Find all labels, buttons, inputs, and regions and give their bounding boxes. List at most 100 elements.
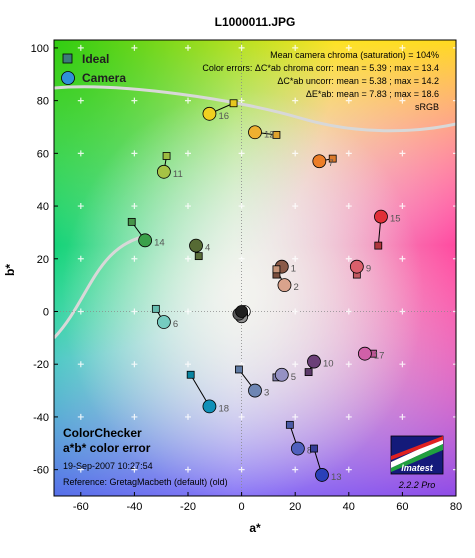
gamut-boundary-bottom [54, 233, 151, 340]
grid-cross-mark [292, 413, 299, 420]
grid-cross-mark [185, 44, 191, 51]
y-tick-label: -60 [33, 465, 49, 477]
stats-colorspace: sRGB [415, 102, 439, 112]
chart-caption: ColorChecker a*b* color error 19-Sep-200… [63, 426, 228, 487]
grid-cross-mark [77, 255, 84, 262]
patch-label-10: 10 [323, 359, 334, 370]
grid-cross-mark [131, 466, 138, 473]
y-tick-label: 80 [37, 96, 49, 108]
camera-point-14 [138, 233, 153, 248]
patch-label-3: 3 [264, 388, 269, 399]
legend-ideal-square-icon [62, 53, 73, 64]
caption-reference: Reference: GretagMacbeth (default) (old) [63, 477, 228, 487]
ideal-point-12 [272, 130, 281, 139]
grid-cross-mark [453, 44, 456, 51]
gamut-boundary-top [54, 85, 456, 133]
x-tick-label: -60 [73, 501, 89, 513]
grid-cross-mark [399, 44, 406, 51]
patch-label-8: 8 [307, 446, 312, 457]
grid-cross-mark [185, 150, 191, 157]
x-tick-label: 60 [396, 501, 408, 513]
camera-point-15 [374, 209, 388, 224]
stats-delta-e: ΔE*ab: mean = 7.83 ; max = 18.6 [306, 89, 439, 99]
grid-cross-mark [399, 413, 406, 420]
grid-cross-mark [292, 361, 299, 368]
grid-cross-mark [345, 466, 352, 473]
camera-point-13 [315, 468, 329, 482]
legend-camera-circle-icon [61, 71, 75, 85]
patch-label-13: 13 [331, 472, 342, 483]
grid-cross-mark [77, 308, 84, 315]
camera-point-3 [248, 383, 262, 398]
grid-cross-mark [453, 150, 456, 157]
grid-cross-mark [238, 413, 245, 420]
legend-ideal-label: Ideal [82, 52, 109, 66]
patch-label-16: 16 [218, 111, 229, 122]
stats-chroma-corr: Color errors: ΔC*ab chroma corr: mean = … [202, 63, 439, 73]
y-tick-label: -40 [33, 412, 49, 424]
patch-label-14: 14 [154, 237, 165, 248]
patch-label-17: 17 [374, 351, 385, 362]
patch-label-2: 2 [293, 282, 298, 293]
grid-cross-mark [292, 150, 299, 157]
grid-cross-mark [345, 203, 352, 210]
grid-cross-mark [238, 255, 245, 262]
patch-label-18: 18 [218, 403, 229, 414]
grid-cross-mark [345, 308, 352, 315]
camera-point-2 [277, 278, 292, 293]
patch-label-9: 9 [366, 264, 371, 275]
grid-cross-mark [185, 361, 191, 368]
patch-label-1: 1 [291, 264, 296, 275]
ideal-point-4 [194, 252, 203, 261]
legend: Ideal Camera [61, 52, 126, 85]
patch-label-5: 5 [291, 372, 296, 383]
x-tick-label: -20 [180, 501, 196, 513]
ideal-point-10 [304, 368, 313, 377]
grid-cross-mark [399, 203, 406, 210]
logo-version: 2.2.2 Pro [398, 480, 436, 490]
grid-cross-mark [185, 97, 191, 104]
grid-cross-mark [399, 150, 406, 157]
camera-point-16 [202, 106, 217, 121]
camera-point-9 [349, 259, 364, 274]
x-tick-label: 40 [343, 501, 355, 513]
y-tick-label: 40 [37, 201, 49, 213]
grid-cross-mark [185, 308, 191, 315]
y-tick-label: -20 [33, 359, 49, 371]
ideal-point-13 [310, 444, 318, 453]
grid-cross-mark [292, 308, 299, 315]
camera-point-18 [202, 399, 217, 414]
grid-cross-mark [131, 413, 138, 420]
logo-text: Imatest [401, 463, 434, 473]
grid-cross-mark [185, 466, 191, 473]
grid-cross-mark [131, 255, 138, 262]
grid-cross-mark [399, 97, 406, 104]
camera-point-6 [156, 315, 171, 329]
grid-cross-mark [292, 44, 299, 51]
camera-point-5 [274, 367, 289, 382]
grid-cross-mark [453, 97, 456, 104]
axis-ticks: -60 -40 -20 0 20 40 60 80 -60 -40 -20 0 20 40 60 80 100 [31, 43, 462, 513]
imatest-logo: Imatest 2.2.2 Pro [390, 435, 444, 490]
patch-label-12: 12 [264, 129, 275, 140]
grid-cross-mark [131, 150, 138, 157]
grid-cross-mark [77, 203, 84, 210]
ideal-point-15 [374, 241, 383, 250]
grid-cross-mark [399, 308, 406, 315]
grid-cross-mark [453, 255, 456, 262]
stats-chroma: Mean camera chroma (saturation) = 104% [270, 50, 439, 60]
y-tick-label: 0 [43, 306, 49, 318]
ideal-point-6 [151, 304, 160, 313]
grid-cross-mark [131, 97, 138, 104]
camera-point-11 [156, 164, 171, 179]
y-tick-label: 20 [37, 254, 49, 266]
grid-cross-mark [345, 44, 352, 51]
grid-cross-mark [185, 413, 191, 420]
caption-title-line1: ColorChecker [63, 426, 142, 440]
grid-cross-mark [292, 203, 299, 210]
grid [54, 40, 456, 496]
grid-cross-mark [185, 255, 191, 262]
legend-camera-label: Camera [82, 71, 126, 85]
